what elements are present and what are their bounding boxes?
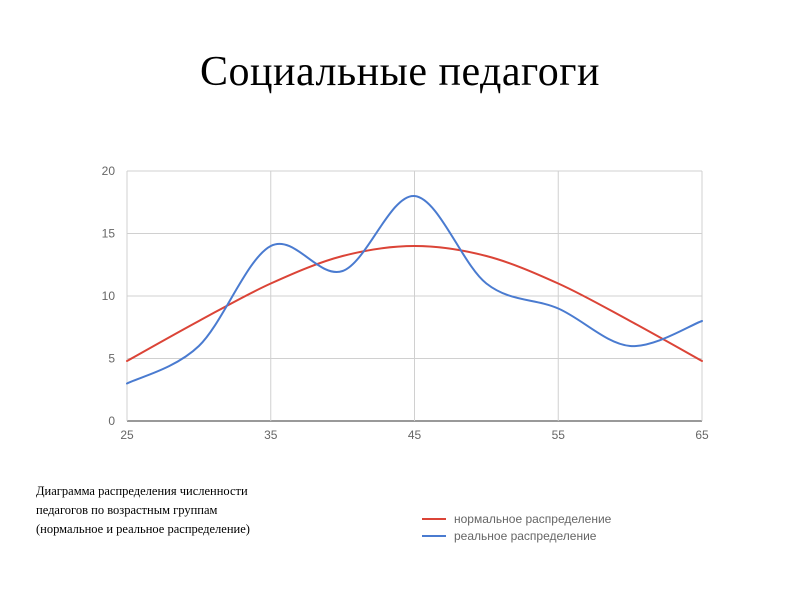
legend-label-real: реальное распределение — [454, 528, 597, 543]
y-tick-label-20: 20 — [102, 164, 116, 178]
y-tick-label-0: 0 — [108, 414, 115, 428]
caption-line-3: (нормальное и реальное распределение) — [36, 522, 250, 536]
caption-line-2: педагогов по возрастным группам — [36, 503, 218, 517]
legend-swatch-real — [422, 534, 446, 537]
x-tick-label-25: 25 — [120, 428, 134, 442]
legend-swatch-normal — [422, 517, 446, 520]
page-title: Социальные педагоги — [200, 49, 600, 95]
y-tick-label-5: 5 — [108, 352, 115, 366]
x-tick-label-35: 35 — [264, 428, 278, 442]
x-tick-label-45: 45 — [408, 428, 422, 442]
legend-item-normal: нормальное распределение — [422, 510, 611, 527]
y-tick-label-15: 15 — [102, 227, 116, 241]
series-line-normal — [126, 245, 703, 362]
chart-grid — [126, 170, 703, 422]
x-tick-label-65: 65 — [695, 428, 709, 442]
legend-label-normal: нормальное распределение — [454, 511, 612, 526]
chart-caption: Диаграмма распределения численности педа… — [36, 482, 336, 539]
series-line-real — [126, 194, 703, 385]
y-tick-label-10: 10 — [102, 289, 116, 303]
chart-series-lines — [126, 194, 703, 385]
chart-tick-labels: 0 5 10 15 20 25 35 45 55 65 — [102, 164, 709, 442]
legend-item-real: реальное распределение — [422, 527, 611, 544]
x-tick-label-55: 55 — [552, 428, 566, 442]
chart-legend: нормальное распределение реальное распре… — [422, 510, 611, 544]
caption-line-1: Диаграмма распределения численности — [36, 484, 248, 498]
